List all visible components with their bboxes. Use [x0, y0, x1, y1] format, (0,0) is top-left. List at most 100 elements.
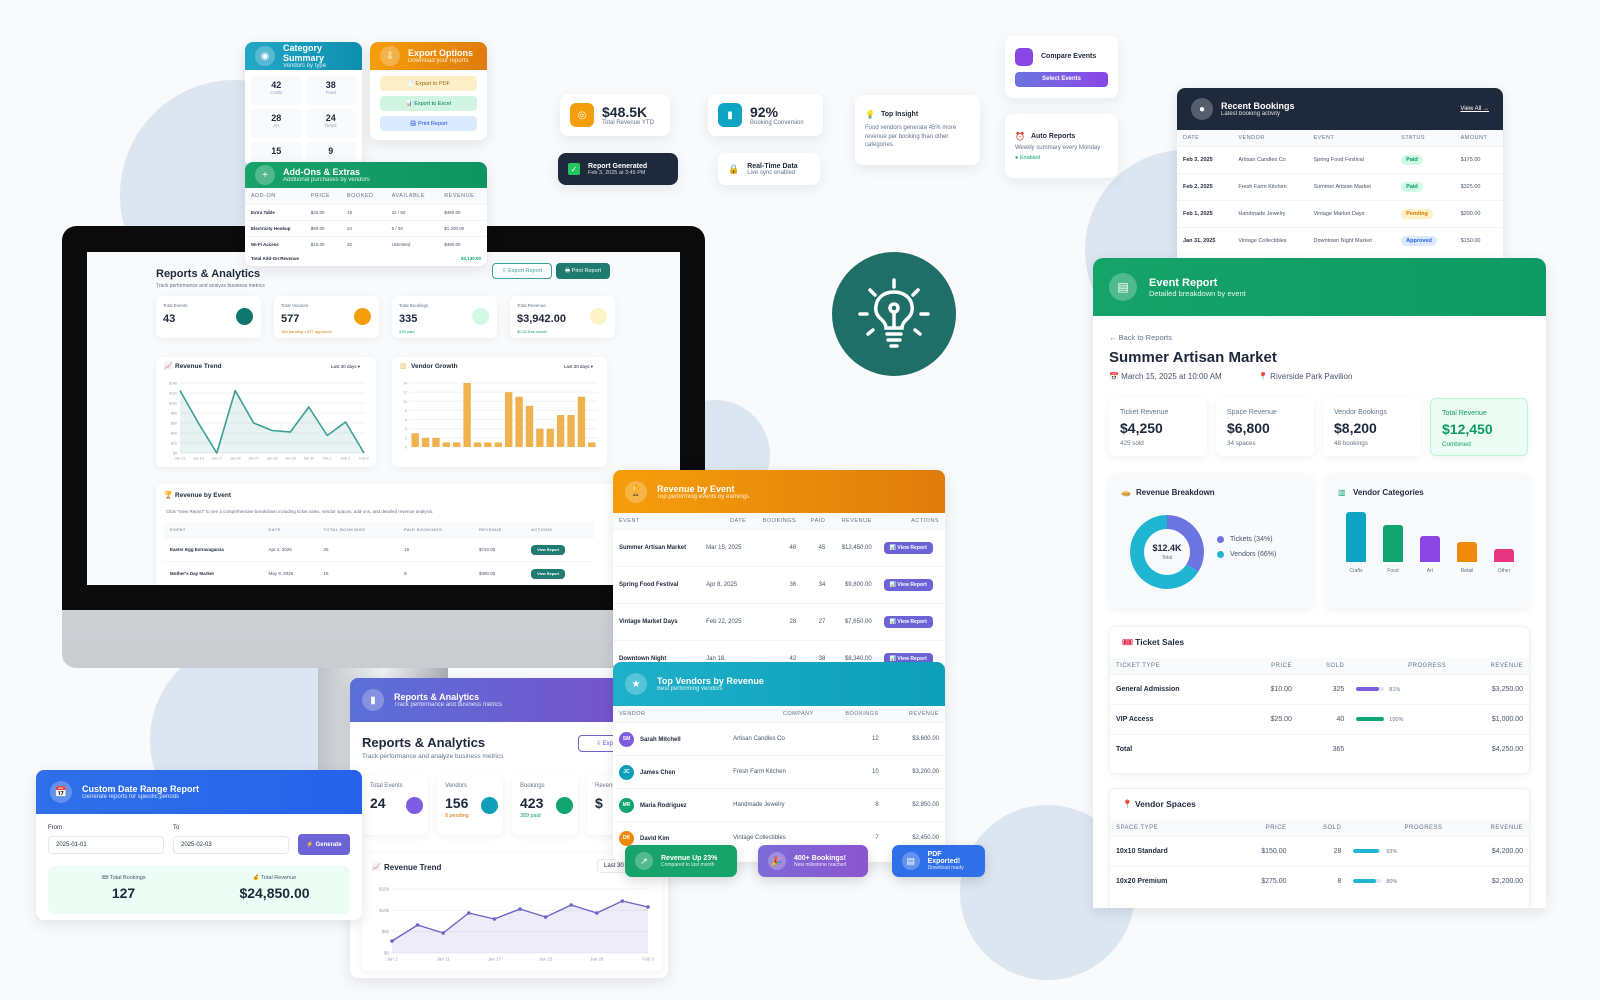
- table-cell: 80%: [1347, 866, 1449, 897]
- view-report-button[interactable]: 📊 View Report: [883, 579, 933, 591]
- lightbulb-icon: [858, 278, 930, 348]
- calendar-icon: 📅: [50, 781, 72, 803]
- table-cell: 10x10 Standard: [1110, 836, 1226, 867]
- progress-label: 93%: [1386, 849, 1398, 855]
- party-icon: 🎉: [768, 852, 786, 870]
- stat-value: $4,250: [1120, 420, 1163, 436]
- section-title: Vendor Spaces: [1134, 799, 1196, 809]
- view-report-button[interactable]: 📊 View Report: [883, 616, 933, 628]
- table-cell: $3,600.00: [884, 722, 945, 756]
- table-cell: $4,200.00: [1448, 836, 1529, 867]
- table-cell: VIP Access: [1110, 704, 1241, 735]
- category-count: 38: [325, 80, 336, 90]
- addons-card: + Add-Ons & Extras Additional purchases b…: [245, 162, 487, 266]
- table-cell: Spring Food Festival: [1307, 146, 1396, 174]
- print-report-button[interactable]: 🖨 Print Report: [380, 116, 477, 131]
- stat-card: Vendors 156 8 pending: [437, 775, 503, 835]
- data-point: [620, 899, 625, 903]
- table-cell: Electricity Hookup: [245, 220, 305, 237]
- range-select[interactable]: Last 30 days ▾: [331, 364, 361, 369]
- stat-value: $6,800: [1227, 420, 1270, 436]
- top-insight-card: 💡 Top Insight Food vendors generate 45% m…: [855, 95, 980, 165]
- card-subtitle: Download your reports: [408, 58, 469, 64]
- view-report-button[interactable]: View Report: [531, 544, 566, 555]
- view-report-button[interactable]: 📊 View Report: [883, 542, 933, 554]
- y-tick-label: $20: [171, 442, 177, 446]
- x-tick-label: Jan 29: [285, 457, 296, 461]
- view-all-link[interactable]: View All →: [1460, 106, 1489, 112]
- export-pdf-button[interactable]: 📄 Export to PDF: [380, 76, 477, 91]
- y-tick-label: 6: [405, 418, 407, 422]
- to-date-input[interactable]: 2025-02-03: [173, 836, 289, 854]
- table-cell: Feb 3, 2025: [1177, 146, 1233, 174]
- table-cell: Artisan Candles Co: [727, 722, 820, 756]
- legend-dot: [1217, 536, 1224, 543]
- y-tick-label: 8: [405, 409, 407, 413]
- back-link[interactable]: ← Back to Reports: [1109, 333, 1172, 342]
- bar: [411, 433, 419, 447]
- check-icon: ✓: [568, 163, 580, 175]
- export-report-button[interactable]: ⇩ Export Report: [492, 263, 552, 279]
- column-header: Actions: [525, 522, 594, 538]
- print-report-button[interactable]: 🖶 Print Report: [556, 263, 610, 279]
- chart-title: Vendor Growth: [411, 363, 458, 370]
- top-vendors-card: ★ Top Vendors by Revenue Best performing …: [613, 662, 945, 862]
- file-icon: ▤: [902, 852, 920, 870]
- x-tick-label: Jan 28: [590, 957, 604, 962]
- tag-icon: ◉: [255, 46, 275, 66]
- stat-card: Total Revenue $3,942.00 $0.00 this month: [510, 296, 615, 338]
- card-title: Top Insight: [880, 110, 919, 118]
- range-select[interactable]: Last 30 days ▾: [564, 364, 594, 369]
- revenue-value: $24,850.00: [239, 885, 310, 901]
- panel-title: Event Report: [1149, 276, 1218, 289]
- y-tick-label: $120: [169, 392, 177, 396]
- chart-icon: 📈: [372, 864, 381, 871]
- lock-icon: 🔒: [728, 163, 740, 174]
- view-report-button[interactable]: View Report: [531, 568, 566, 579]
- series-line: [179, 389, 365, 454]
- table-cell: $15.00: [304, 236, 341, 253]
- from-date-input[interactable]: 2025-01-01: [48, 836, 164, 854]
- stat-label: Total Revenue: [517, 303, 546, 308]
- table-cell: Vintage Market Days: [613, 603, 701, 641]
- category-label: Art: [273, 123, 280, 128]
- column-header: Sold: [1292, 820, 1348, 837]
- progress-label: 81%: [1389, 687, 1401, 693]
- stat-icon: [556, 797, 573, 814]
- table-row: Summer Artisan Market Mar 15, 2025 48 45 $12…: [613, 529, 945, 567]
- y-tick-label: $10k: [379, 908, 390, 913]
- stat-note: 425 sold: [1120, 440, 1144, 447]
- y-tick-label: $40: [171, 432, 177, 436]
- toast-title: 400+ Bookings!: [794, 854, 846, 862]
- area-fill: [180, 390, 364, 453]
- table-cell: $4,250.00: [1452, 734, 1529, 765]
- bar: [442, 442, 451, 447]
- column-header: Bookings: [752, 513, 803, 530]
- donut-slice: [1130, 515, 1199, 589]
- table-cell: $2,850.00: [884, 788, 945, 822]
- vendor-growth-card: ▥ Vendor Growth Last 30 days ▾ 0 2 4 6 8 10 12…: [392, 357, 607, 467]
- column-header: Paid Bookings: [398, 522, 473, 538]
- x-tick-label: Jan 28: [267, 457, 278, 461]
- table-cell: May 9, 2026: [262, 561, 318, 585]
- table-row: Easter Egg Extravaganza Apr 4, 2026 25 16 $7…: [164, 537, 594, 562]
- table-cell: $50.00: [304, 220, 341, 237]
- table-cell: Mother's Day Market: [164, 561, 263, 585]
- select-events-button[interactable]: Select Events: [1015, 71, 1108, 87]
- table-cell: 93%: [1347, 836, 1449, 867]
- card-subtitle: Generate reports for specific periods: [82, 794, 180, 800]
- table-row: Feb 3, 2025 Artisan Candles Co Spring Food…: [1177, 146, 1503, 174]
- data-point: [569, 903, 573, 907]
- generate-button[interactable]: ⚡ Generate: [298, 834, 350, 855]
- table-cell: Paid: [1395, 173, 1455, 201]
- stat-note: 389 paid: [520, 813, 541, 819]
- table-cell: Feb 2, 2025: [1177, 173, 1233, 201]
- export-excel-button[interactable]: 📊 Export to Excel: [380, 96, 477, 111]
- column-header: Price: [1225, 820, 1293, 837]
- table-cell: 8: [1292, 866, 1348, 897]
- category-stat: 42 Crafts: [251, 76, 302, 105]
- table-row: Feb 2, 2025 Fresh Farm Kitchen Summer Arti…: [1177, 173, 1503, 201]
- bar: [515, 396, 523, 447]
- column-header: Revenue: [1452, 658, 1529, 675]
- y-tick-label: 0: [405, 446, 407, 450]
